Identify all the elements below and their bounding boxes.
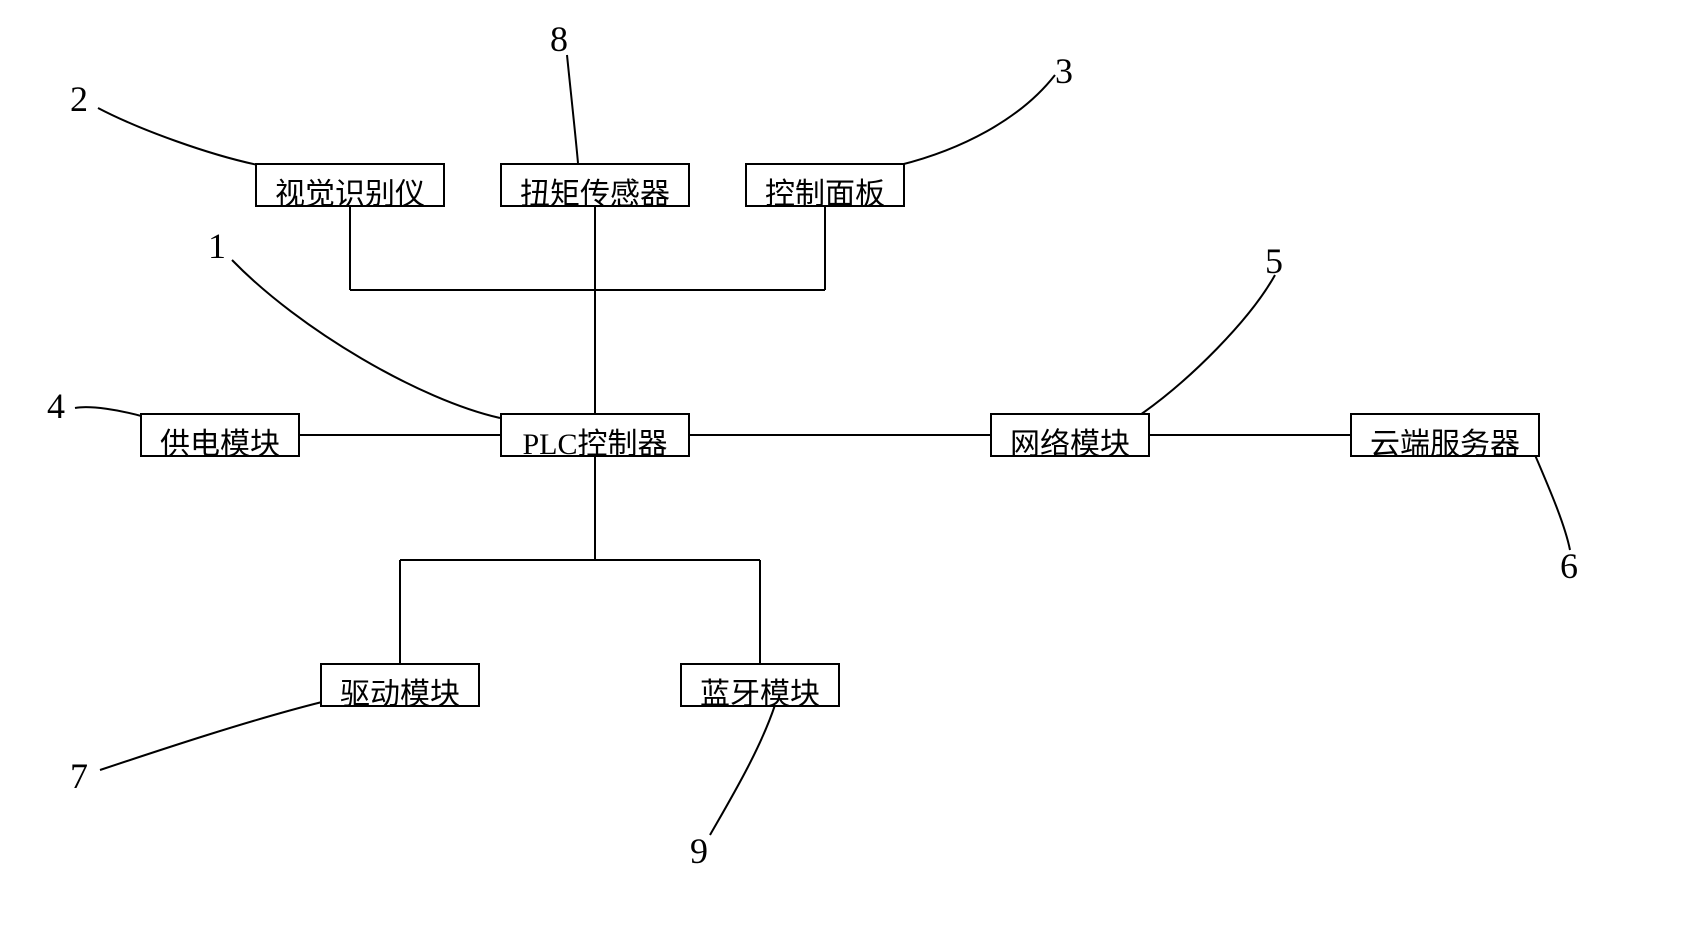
node-bluetooth: 蓝牙模块 — [680, 663, 840, 707]
node-plc: PLC控制器 — [500, 413, 690, 457]
ref-label-3: 3 — [1055, 50, 1073, 92]
ref-label-8: 8 — [550, 18, 568, 60]
node-drive: 驱动模块 — [320, 663, 480, 707]
ref-label-1: 1 — [208, 225, 226, 267]
leader-4 — [75, 407, 145, 417]
node-power: 供电模块 — [140, 413, 300, 457]
leader-5 — [1140, 275, 1275, 415]
leader-6 — [1535, 455, 1570, 550]
ref-label-7: 7 — [70, 755, 88, 797]
ref-label-6: 6 — [1560, 545, 1578, 587]
ref-label-4: 4 — [47, 385, 65, 427]
node-torque: 扭矩传感器 — [500, 163, 690, 207]
connector-lines — [0, 0, 1705, 932]
leader-8 — [567, 55, 578, 163]
leader-7 — [100, 702, 322, 770]
node-panel: 控制面板 — [745, 163, 905, 207]
ref-label-2: 2 — [70, 78, 88, 120]
block-diagram: PLC控制器 视觉识别仪 扭矩传感器 控制面板 供电模块 网络模块 云端服务器 … — [0, 0, 1705, 932]
leader-2 — [98, 108, 258, 165]
node-cloud: 云端服务器 — [1350, 413, 1540, 457]
ref-label-5: 5 — [1265, 240, 1283, 282]
leader-1 — [232, 260, 500, 418]
ref-label-9: 9 — [690, 830, 708, 872]
leader-3 — [900, 75, 1055, 165]
leader-9 — [710, 705, 775, 835]
node-vision: 视觉识别仪 — [255, 163, 445, 207]
node-network: 网络模块 — [990, 413, 1150, 457]
